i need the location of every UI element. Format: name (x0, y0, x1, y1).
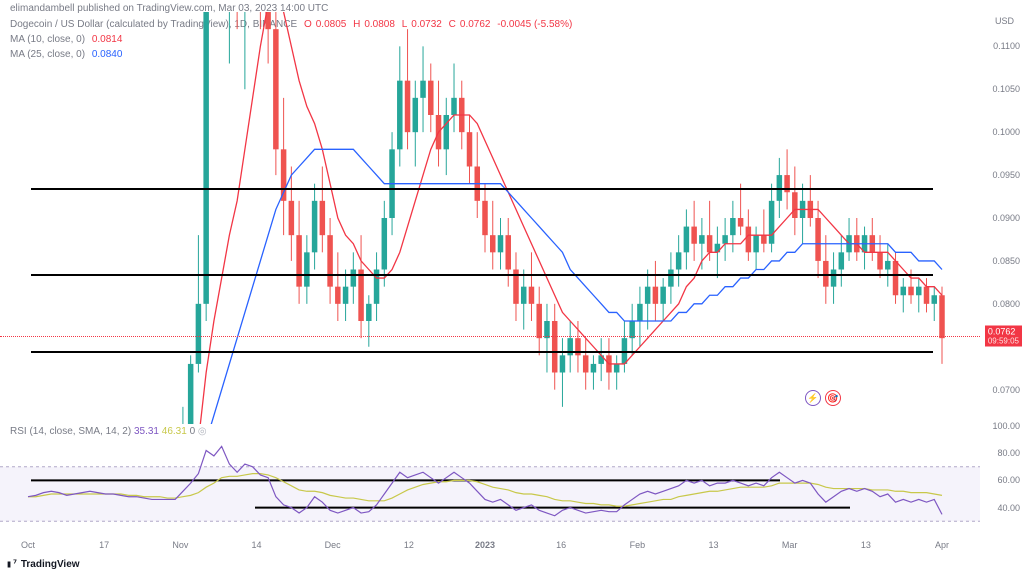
x-tick: 2023 (475, 540, 495, 550)
brand-text: TradingView (21, 559, 80, 570)
target-icon[interactable]: 🎯 (825, 390, 841, 406)
lightning-icon[interactable]: ⚡ (805, 390, 821, 406)
horizontal-line[interactable] (31, 188, 933, 190)
horizontal-line[interactable] (31, 351, 933, 353)
rsi-panel[interactable]: RSI (14, close, SMA, 14, 2) 35.31 46.31 … (0, 426, 980, 528)
alert-badges: ⚡ 🎯 (805, 390, 841, 406)
y-tick: 0.0950 (992, 170, 1020, 180)
current-price-line (0, 336, 980, 337)
y-tick: 0.1050 (992, 84, 1020, 94)
x-tick: 16 (556, 540, 566, 550)
x-tick: Mar (782, 540, 798, 550)
x-tick: 12 (404, 540, 414, 550)
y-tick: 0.0900 (992, 213, 1020, 223)
candlestick-svg (0, 12, 980, 424)
main-chart[interactable] (0, 12, 980, 424)
current-price-label: 0.076209:59:05 (985, 326, 1022, 347)
logo-icon: ▮⁷ (6, 559, 18, 570)
y-tick: 0.0850 (992, 256, 1020, 266)
x-tick: 13 (861, 540, 871, 550)
x-tick: 14 (251, 540, 261, 550)
y-tick: 0.0800 (992, 299, 1020, 309)
rsi-y-tick: 80.00 (997, 448, 1020, 458)
y-tick: 0.0700 (992, 385, 1020, 395)
rsi-y-tick: 40.00 (997, 503, 1020, 513)
x-tick: Apr (935, 540, 949, 550)
x-tick: Dec (325, 540, 341, 550)
x-tick: 13 (708, 540, 718, 550)
tradingview-logo: ▮⁷ TradingView (6, 559, 80, 570)
rsi-y-axis[interactable]: 100.0080.0060.0040.00 (980, 426, 1024, 528)
y-tick: 0.1100 (993, 41, 1020, 51)
horizontal-line[interactable] (31, 274, 933, 276)
x-tick: Nov (172, 540, 188, 550)
x-tick: 17 (99, 540, 109, 550)
price-y-axis[interactable]: 0.1100 0.1050 0.1000 0.0950 0.0900 0.0850 0.08… (980, 12, 1024, 424)
time-x-axis[interactable]: Oct 17 Nov 14 Dec 12 2023 16 Feb 13 Mar 13 Apr (0, 540, 980, 558)
rsi-y-tick: 60.00 (997, 475, 1020, 485)
x-tick: Feb (630, 540, 646, 550)
x-tick: Oct (21, 540, 35, 550)
rsi-y-tick: 100.00 (992, 421, 1020, 431)
y-tick: 0.1000 (992, 127, 1020, 137)
rsi-svg (0, 426, 980, 528)
